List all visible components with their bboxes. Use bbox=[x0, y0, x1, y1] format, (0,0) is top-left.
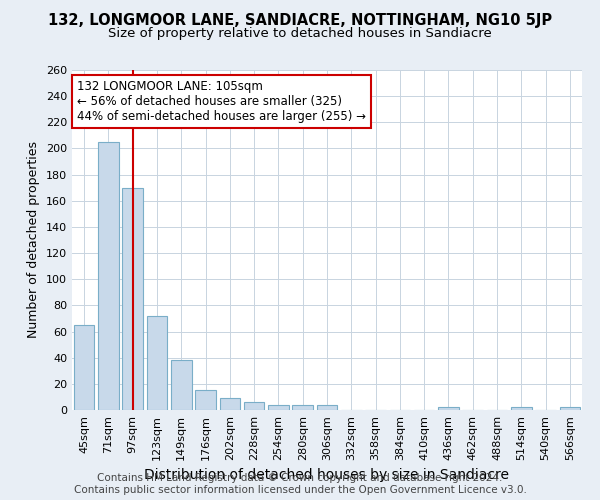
Text: 132, LONGMOOR LANE, SANDIACRE, NOTTINGHAM, NG10 5JP: 132, LONGMOOR LANE, SANDIACRE, NOTTINGHA… bbox=[48, 12, 552, 28]
Bar bbox=[244, 402, 265, 410]
Bar bbox=[74, 325, 94, 410]
Bar bbox=[146, 316, 167, 410]
Bar bbox=[171, 360, 191, 410]
X-axis label: Distribution of detached houses by size in Sandiacre: Distribution of detached houses by size … bbox=[145, 468, 509, 482]
Bar bbox=[98, 142, 119, 410]
Y-axis label: Number of detached properties: Number of detached properties bbox=[28, 142, 40, 338]
Text: Size of property relative to detached houses in Sandiacre: Size of property relative to detached ho… bbox=[108, 28, 492, 40]
Bar bbox=[560, 408, 580, 410]
Bar bbox=[195, 390, 216, 410]
Bar bbox=[511, 408, 532, 410]
Bar bbox=[220, 398, 240, 410]
Text: Contains HM Land Registry data © Crown copyright and database right 2024.
Contai: Contains HM Land Registry data © Crown c… bbox=[74, 474, 526, 495]
Bar bbox=[268, 405, 289, 410]
Bar bbox=[438, 408, 459, 410]
Text: 132 LONGMOOR LANE: 105sqm
← 56% of detached houses are smaller (325)
44% of semi: 132 LONGMOOR LANE: 105sqm ← 56% of detac… bbox=[77, 80, 366, 123]
Bar bbox=[122, 188, 143, 410]
Bar bbox=[292, 405, 313, 410]
Bar bbox=[317, 405, 337, 410]
